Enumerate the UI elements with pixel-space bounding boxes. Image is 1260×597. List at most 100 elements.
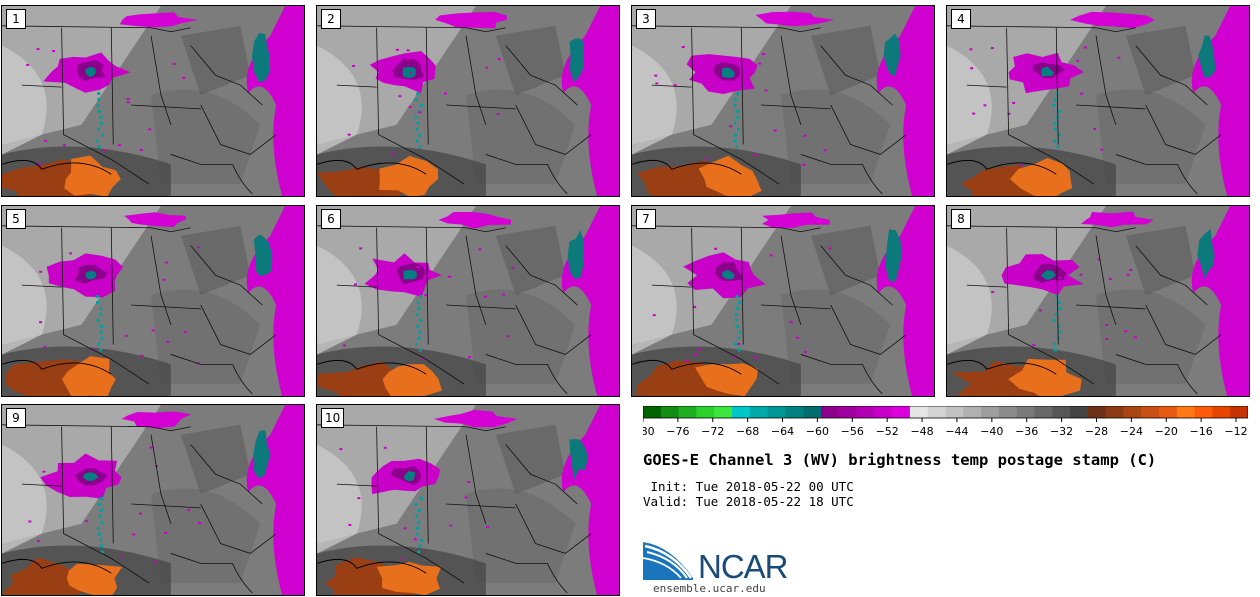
cloud-speck: [39, 321, 43, 324]
convective-cell: [418, 145, 422, 149]
convective-cell: [99, 538, 103, 542]
convective-cell: [100, 550, 104, 554]
convective-cell: [99, 312, 103, 316]
cloud-speck: [1100, 148, 1104, 151]
state-border: [761, 104, 831, 110]
cloud-speck: [138, 512, 142, 515]
state-border: [1095, 235, 1117, 325]
moist-air-region: [180, 225, 251, 296]
cloud-speck: [182, 76, 186, 79]
coastline: [947, 359, 1057, 375]
state-border: [170, 154, 233, 165]
state-border: [21, 84, 62, 88]
convective-cell: [97, 109, 101, 113]
colorbar-swatch: [785, 406, 804, 418]
convective-cell: [415, 514, 419, 518]
stamp-panel-2: 2: [316, 5, 620, 197]
cloud-speck: [652, 314, 656, 317]
dry-air-band: [947, 45, 992, 155]
colorbar-tick-label: −16: [1190, 425, 1213, 438]
cloud-speck: [28, 520, 32, 523]
state-border: [547, 164, 568, 195]
cloud-speck: [403, 527, 407, 530]
colorbar-tick-label: −48: [910, 425, 933, 438]
state-border: [780, 35, 802, 125]
cloud-speck: [1105, 337, 1109, 340]
convective-cell: [1057, 324, 1061, 328]
convective-cell: [418, 330, 422, 334]
cloud-speck: [486, 526, 490, 529]
panel-number: 10: [321, 408, 345, 428]
cloud-speck: [424, 479, 428, 482]
cloud-speck: [172, 62, 176, 65]
moist-air-region: [1125, 25, 1196, 96]
cloud-speck: [339, 448, 343, 451]
cloud-speck: [409, 72, 413, 75]
state-border: [515, 503, 592, 554]
convective-cell: [414, 98, 418, 101]
moist-air-region: [495, 25, 566, 96]
state-border: [2, 424, 191, 432]
convective-cell: [1057, 330, 1061, 334]
convective-cell: [733, 133, 737, 137]
convective-cell: [735, 324, 739, 328]
convective-cell: [96, 301, 100, 304]
convective-cell: [1057, 133, 1061, 137]
cloud-speck: [673, 84, 677, 87]
convective-cell: [99, 330, 103, 334]
state-border: [61, 227, 150, 385]
colorbar-swatch: [909, 406, 929, 418]
colorbar-tick-label: −32: [1050, 425, 1073, 438]
cloud-speck: [714, 247, 718, 250]
state-border: [200, 304, 277, 355]
state-border: [150, 35, 172, 125]
coldest-cloud-top: [253, 430, 271, 479]
state-border: [150, 235, 172, 325]
state-border: [110, 227, 114, 345]
state-border: [1115, 354, 1178, 365]
cloud-speck: [140, 354, 144, 357]
state-border: [21, 483, 62, 487]
coldest-cloud-top: [567, 230, 585, 279]
coastline: [317, 558, 427, 574]
coastline: [947, 159, 1057, 175]
state-border: [485, 154, 548, 165]
cold-cloud-top: [755, 11, 835, 27]
moist-air-region: [781, 89, 891, 185]
cloud-speck: [36, 48, 40, 51]
convective-cell: [95, 295, 99, 299]
convective-cell: [736, 92, 740, 96]
warm-dry-region: [382, 364, 442, 396]
cloud-speck: [705, 158, 709, 161]
moist-air-region: [466, 89, 576, 185]
state-border: [61, 27, 150, 185]
cloud-speck: [196, 246, 200, 249]
coldest-cloud-top: [82, 472, 99, 482]
convective-cell: [415, 526, 419, 530]
coldest-cloud-top: [883, 33, 901, 77]
cloud-speck: [412, 485, 416, 488]
coldest-cloud-top: [403, 269, 418, 280]
moist-air-region: [781, 289, 891, 385]
cloud-speck: [761, 53, 765, 56]
colorbar-tick-label: −24: [1120, 425, 1143, 438]
convective-cell: [419, 348, 423, 352]
cloud-speck: [753, 154, 757, 157]
state-border: [1145, 304, 1222, 355]
panel-number: 7: [636, 209, 656, 229]
colorbar-swatch: [643, 406, 662, 418]
cloud-speck: [1076, 59, 1080, 62]
cloud-speck: [693, 353, 697, 356]
cloud-speck: [464, 496, 468, 499]
state-border: [425, 27, 429, 145]
state-border: [761, 304, 831, 310]
state-border: [131, 304, 201, 310]
coldest-cloud-top: [253, 234, 273, 277]
cloud-speck: [972, 112, 976, 115]
warm-dry-region: [698, 155, 762, 196]
state-border: [232, 164, 253, 195]
convective-cell: [418, 544, 422, 548]
cold-cloud-top: [121, 411, 192, 429]
state-border: [1177, 364, 1198, 395]
stamp-panel-10: 10: [316, 404, 620, 596]
